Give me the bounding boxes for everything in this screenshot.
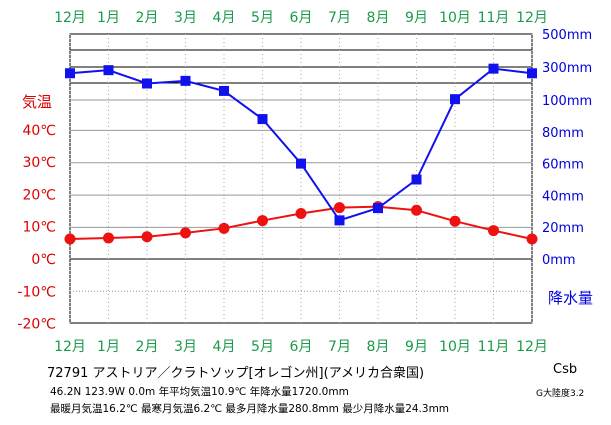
precipitation-point [219,85,229,96]
temperature-point [334,202,345,214]
month-label-top: 6月 [290,10,313,26]
temperature-point [449,215,461,227]
precipitation-point [527,68,537,79]
temperature-point [257,215,268,227]
precipitation-line [69,67,533,222]
temperature-tick: 20℃ [22,187,56,203]
month-label-top: 7月 [328,10,351,26]
month-label-bottom: 8月 [367,339,390,355]
station-stats-line2: 最暖月気温16.2℃ 最寒月気温6.2℃ 最多月降水量280.8mm 最少月降水… [50,403,450,415]
temperature-point [295,207,307,219]
grid [69,33,533,324]
month-label-top: 8月 [367,10,390,26]
month-label-bottom: 5月 [251,339,274,355]
month-label-bottom: 7月 [328,339,351,355]
precipitation-tick-labels: 500mm 300mm 100mm 80mm 60mm 40mm 20mm 0mm [542,28,592,268]
month-label-bottom: 11月 [478,339,510,355]
temperature-tick: 0℃ [31,252,56,268]
month-label-top: 10月 [439,10,471,26]
temperature-point [526,233,538,245]
month-label-top: 9月 [405,10,428,26]
month-label-bottom: 1月 [97,339,120,355]
month-label-bottom: 10月 [439,339,471,355]
month-label-top: 1月 [97,10,120,26]
precipitation-point [257,114,268,125]
precipitation-point [373,203,383,214]
temperature-point [64,233,76,245]
temperature-point [218,222,230,234]
precipitation-point [450,94,460,105]
temperature-tick: 40℃ [22,123,56,139]
month-label-top: 12月 [516,10,548,26]
month-labels-top: 12月 1月 2月 3月 4月 5月 6月 7月 8月 9月 10月 11月 12月 [54,10,548,26]
temperature-axis-label: 気温 [22,93,52,111]
temperature-series [64,201,538,245]
month-label-top: 2月 [136,10,159,26]
temperature-tick: -10℃ [17,284,56,300]
precipitation-point [142,78,152,89]
temperature-point [488,225,499,237]
month-label-top: 5月 [251,10,274,26]
month-label-bottom: 2月 [136,339,159,355]
station-title: 72791 アストリア／クラトソップ[オレゴン州](アメリカ合衆国) [47,366,425,381]
month-label-bottom: 9月 [405,339,428,355]
temperature-point [103,232,114,244]
month-label-bottom: 6月 [290,339,313,355]
month-labels-bottom: 12月 1月 2月 3月 4月 5月 6月 7月 8月 9月 10月 11月 12月 [54,339,548,355]
month-label-top: 4月 [213,10,236,26]
precipitation-axis-label: 降水量 [548,289,593,307]
station-stats-line1: 46.2N 123.9W 0.0m 年平均気温10.9℃ 年降水量1720.0m… [50,386,349,398]
month-label-bottom: 4月 [213,339,236,355]
month-label-top: 12月 [54,10,86,26]
precipitation-point [488,63,499,74]
precipitation-tick: 300mm [542,61,592,76]
temperature-tick: 30℃ [22,155,56,171]
precipitation-point [334,215,345,226]
precipitation-tick: 500mm [542,28,592,43]
continentality: G大陸度3.2 [536,389,585,399]
precipitation-point [65,68,75,79]
precipitation-tick: 60mm [542,158,584,173]
koppen-class: Csb [553,362,578,377]
precipitation-point [411,174,422,185]
precipitation-series [65,63,537,226]
precipitation-point [296,158,306,169]
temperature-tick-labels: 40℃ 30℃ 20℃ 10℃ 0℃ -10℃ -20℃ [17,123,56,333]
temperature-point [180,227,191,239]
month-label-bottom: 12月 [516,339,548,355]
precipitation-tick: 80mm [542,126,584,141]
temperature-tick: -20℃ [17,317,56,333]
month-label-top: 11月 [478,10,510,26]
month-label-bottom: 3月 [174,339,197,355]
month-label-bottom: 12月 [54,339,86,355]
temperature-point [141,231,153,243]
precipitation-tick: 20mm [542,221,584,236]
precipitation-point [180,75,191,86]
temperature-tick: 10℃ [22,220,56,236]
month-label-top: 3月 [174,10,197,26]
precipitation-tick: 0mm [542,253,576,268]
precipitation-tick: 100mm [542,94,592,109]
temperature-point [411,204,422,216]
precipitation-tick: 40mm [542,189,584,204]
precipitation-point [103,65,114,76]
